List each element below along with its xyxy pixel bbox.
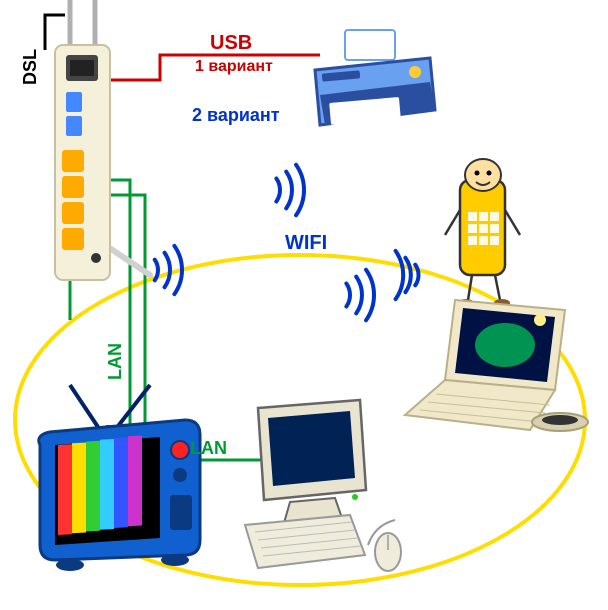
wifi-option2-label: 2 вариант (192, 105, 280, 126)
laptop-icon (405, 300, 588, 431)
lan-horizontal-label: LAN (190, 438, 227, 459)
usb-label: USB (210, 32, 252, 55)
desktop-monitor-icon (258, 400, 366, 523)
usb-option1-label: 1 вариант (195, 58, 273, 76)
router-icon (55, 0, 150, 280)
tv-icon (39, 385, 200, 571)
dsl-label: DSL (20, 49, 41, 85)
keyboard-icon (245, 515, 365, 568)
printer-icon (315, 30, 435, 125)
phone-character-icon (445, 159, 520, 307)
lan-vertical-label: LAN (105, 343, 126, 380)
diagram-canvas (0, 0, 608, 610)
mouse-icon (368, 520, 401, 571)
wifi-label: WIFI (285, 232, 327, 255)
